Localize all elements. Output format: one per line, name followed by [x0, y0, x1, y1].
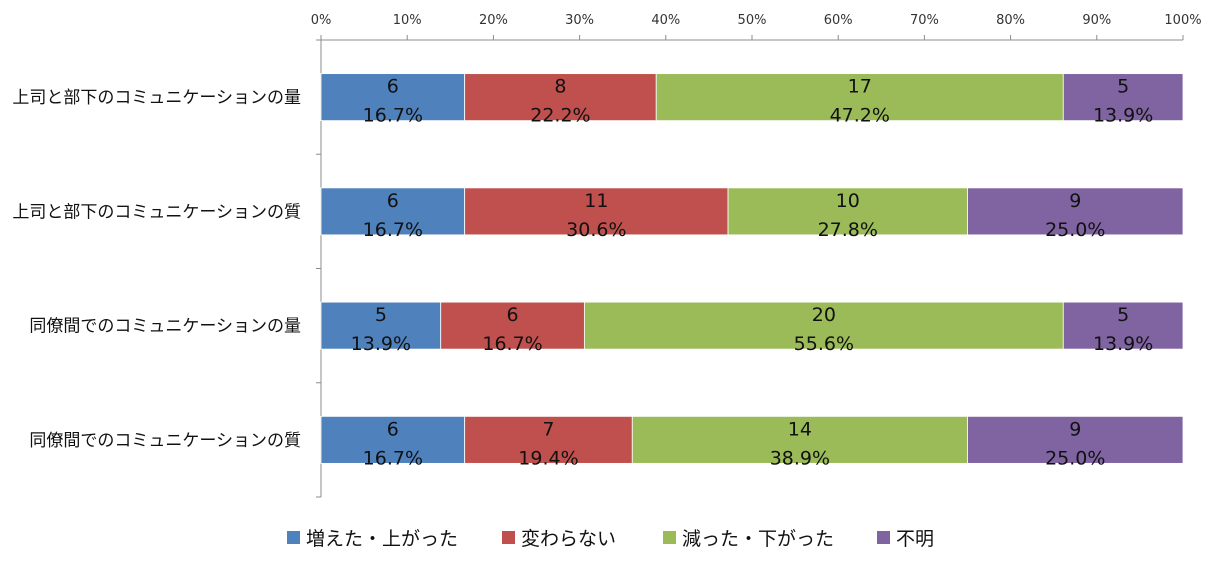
x-tick-label: 90%: [1082, 13, 1111, 28]
data-label-percent: 16.7%: [482, 333, 542, 355]
category-label: 同僚間でのコミュニケーションの量: [29, 317, 301, 337]
data-label-percent: 25.0%: [1045, 219, 1105, 241]
data-label-percent: 13.9%: [1093, 333, 1153, 355]
legend-swatch: [287, 531, 300, 544]
legend: 増えた・上がった 変わらない 減った・下がった 不明: [287, 528, 934, 550]
data-label-count: 6: [507, 304, 519, 326]
data-label-count: 14: [788, 418, 812, 440]
category-label: 上司と部下のコミュニケーションの量: [12, 88, 301, 108]
bar-segment: [583, 301, 1064, 350]
data-label-percent: 47.2%: [830, 105, 890, 127]
data-label-percent: 16.7%: [363, 447, 423, 469]
category-axis: 上司と部下のコミュニケーションの量上司と部下のコミュニケーションの質同僚間でのコ…: [12, 88, 301, 451]
legend-label: 減った・下がった: [682, 528, 834, 550]
bar-segment: [1062, 73, 1184, 122]
bar-segment: [464, 415, 633, 464]
data-label-count: 7: [542, 418, 554, 440]
data-label-count: 10: [836, 190, 860, 212]
legend-label: 不明: [896, 528, 934, 550]
x-tick-label: 0%: [311, 13, 332, 28]
bar-segment: [320, 73, 466, 122]
data-label-percent: 16.7%: [363, 105, 423, 127]
x-tick-label: 70%: [910, 13, 939, 28]
data-label-count: 17: [848, 76, 872, 98]
data-label-percent: 25.0%: [1045, 447, 1105, 469]
data-label-count: 6: [387, 418, 399, 440]
x-axis-ticks: 0% 10% 20% 30% 40% 50% 60% 70% 80% 90% 100%: [311, 13, 1202, 498]
bar-segment: [320, 187, 466, 236]
legend-label: 変わらない: [521, 528, 616, 550]
data-label-count: 20: [812, 304, 836, 326]
x-tick-label: 80%: [996, 13, 1025, 28]
data-label-percent: 30.6%: [566, 219, 626, 241]
data-label-percent: 19.4%: [518, 447, 578, 469]
data-label-percent: 13.9%: [1093, 105, 1153, 127]
x-tick-label: 60%: [824, 13, 853, 28]
data-label-count: 5: [375, 304, 387, 326]
x-tick-label: 40%: [651, 13, 680, 28]
bar-segment: [464, 187, 729, 236]
data-label-percent: 16.7%: [363, 219, 423, 241]
bar-segment: [967, 415, 1184, 464]
category-label: 上司と部下のコミュニケーションの質: [12, 202, 301, 222]
x-tick-label: 10%: [393, 13, 422, 28]
bar-segment: [1062, 301, 1184, 350]
data-label-percent: 13.9%: [351, 333, 411, 355]
legend-swatch: [663, 531, 676, 544]
data-label-count: 9: [1069, 418, 1081, 440]
data-label-percent: 27.8%: [818, 219, 878, 241]
data-label-count: 6: [387, 76, 399, 98]
data-label-count: 8: [554, 76, 566, 98]
x-tick-label: 50%: [738, 13, 767, 28]
chart-plot-area: 6 16.7% 8 22.2% 17 47.2% 5 13.9% 6 16.7% 11 30.6% 10…: [320, 73, 1184, 469]
data-label-percent: 38.9%: [770, 447, 830, 469]
data-label-count: 5: [1117, 304, 1129, 326]
bar-segment: [967, 187, 1184, 236]
data-label-count: 11: [584, 190, 608, 212]
x-tick-label: 30%: [565, 13, 594, 28]
x-tick-label: 100%: [1164, 13, 1201, 28]
data-label-percent: 22.2%: [530, 105, 590, 127]
bar-segment: [727, 187, 968, 236]
bar-segment: [440, 301, 585, 350]
bar-segment: [464, 73, 657, 122]
bar-segment: [655, 73, 1064, 122]
data-label-count: 6: [387, 190, 399, 212]
legend-swatch: [502, 531, 515, 544]
data-label-count: 5: [1117, 76, 1129, 98]
data-label-count: 9: [1069, 190, 1081, 212]
legend-label: 増えた・上がった: [306, 528, 458, 550]
category-label: 同僚間でのコミュニケーションの質: [29, 431, 301, 451]
legend-swatch: [877, 531, 890, 544]
x-tick-label: 20%: [479, 13, 508, 28]
data-label-percent: 55.6%: [794, 333, 854, 355]
